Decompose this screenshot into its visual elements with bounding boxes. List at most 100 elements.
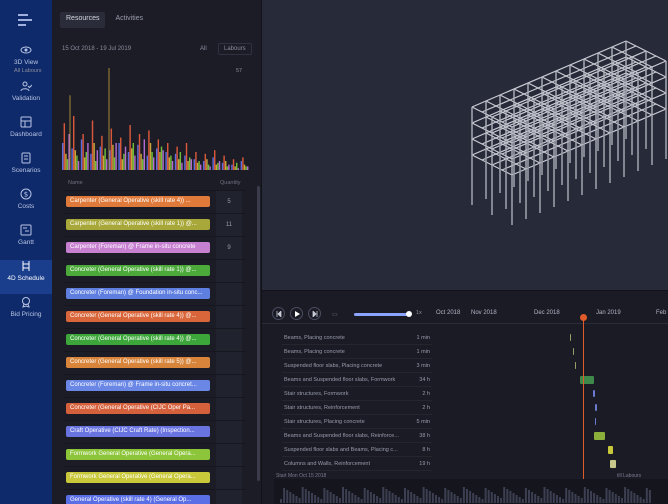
resource-name-pill[interactable]: Carpenter (General Operative (skill rate…: [66, 219, 210, 230]
resource-quantity[interactable]: [216, 375, 242, 397]
task-name: Beams, Placing concrete: [284, 335, 345, 341]
current-date-marker[interactable]: [580, 314, 587, 321]
resource-quantity[interactable]: [216, 329, 242, 351]
resource-quantity[interactable]: [216, 306, 242, 328]
gantt-task-row[interactable]: Suspended floor slabs and Beams, Placing…: [282, 443, 432, 457]
resource-list-scrollbar[interactable]: [257, 186, 260, 481]
histogram-bar: [93, 143, 95, 170]
resource-name-pill[interactable]: Carpenter (Foreman) @ Frame in-situ conc…: [66, 242, 210, 253]
resource-row[interactable]: Formwork General Operative (General Oper…: [64, 466, 246, 489]
resource-name-pill[interactable]: Formwork General Operative (General Oper…: [66, 449, 210, 460]
3d-viewport[interactable]: [262, 0, 668, 290]
resource-quantity[interactable]: [216, 490, 242, 504]
resource-row[interactable]: Concreter (General Operative (skill rate…: [64, 351, 246, 374]
resource-name-pill[interactable]: Concreter (Foreman) @ Frame in-situ conc…: [66, 380, 210, 391]
gantt-bar[interactable]: [580, 376, 594, 384]
resource-quantity[interactable]: [216, 398, 242, 420]
resource-quantity[interactable]: [216, 352, 242, 374]
tab-activities[interactable]: Activities: [115, 15, 144, 22]
gantt-task-row[interactable]: Stair structures, Placing concrete 5 min: [282, 415, 432, 429]
histogram-bar: [237, 168, 240, 170]
step-forward-button[interactable]: [308, 307, 321, 320]
resource-quantity[interactable]: [216, 467, 242, 489]
gantt-task-row[interactable]: Stair structures, Reinforcement 2 h: [282, 401, 432, 415]
step-back-button[interactable]: [272, 307, 285, 320]
resource-name-pill[interactable]: Concreter (General Operative (skill rate…: [66, 265, 210, 276]
nav-item-scenarios[interactable]: Scenarios: [0, 152, 52, 186]
filter-all-button[interactable]: All: [200, 46, 207, 52]
resource-quantity[interactable]: [216, 260, 242, 282]
overview-bar: [475, 495, 478, 503]
gantt-bar[interactable]: [610, 460, 616, 468]
histogram-bar: [242, 157, 244, 170]
resource-row[interactable]: Concreter (General Operative (CIJC Oper …: [64, 397, 246, 420]
resource-quantity[interactable]: [216, 283, 242, 305]
resource-quantity[interactable]: [216, 421, 242, 443]
gantt-bar[interactable]: [575, 362, 576, 369]
nav-item-bid-pricing[interactable]: Bid Pricing: [0, 296, 52, 330]
resource-row[interactable]: Carpenter (Foreman) @ Frame in-situ conc…: [64, 236, 246, 259]
resource-name-pill[interactable]: Formwork General Operative (General Oper…: [66, 472, 210, 483]
nav-item-dashboard[interactable]: Dashboard: [0, 116, 52, 150]
resource-name-pill[interactable]: Carpenter (General Operative (skill rate…: [66, 196, 210, 207]
resource-name-pill[interactable]: Concreter (General Operative (CIJC Oper …: [66, 403, 210, 414]
histogram-bar: [206, 159, 208, 170]
gantt-bar[interactable]: [573, 348, 574, 355]
gantt-task-row[interactable]: Beams and Suspended floor slabs, Reinfor…: [282, 429, 432, 443]
nav-item-validation[interactable]: Validation: [0, 80, 52, 114]
resource-name-pill[interactable]: Craft Operative (CIJC Craft Rate) (Inspe…: [66, 426, 210, 437]
resource-row[interactable]: Formwork General Operative (General Oper…: [64, 443, 246, 466]
gantt-task-row[interactable]: Beams, Placing concrete 1 min: [282, 345, 432, 359]
gantt-timeline: ▭ 1x Oct 2018 Nov 2018 Dec 2018 Jan 2019 Feb…: [262, 290, 668, 504]
resource-quantity[interactable]: 9: [216, 237, 242, 259]
resource-row[interactable]: Concreter (General Operative (skill rate…: [64, 259, 246, 282]
resource-name-pill[interactable]: Concreter (General Operative (skill rate…: [66, 357, 210, 368]
filter-labours-button[interactable]: Labours: [218, 43, 252, 55]
resource-row[interactable]: Concreter (Foreman) @ Frame in-situ conc…: [64, 374, 246, 397]
gantt-task-row[interactable]: Beams, Placing concrete 1 min: [282, 331, 432, 345]
play-button[interactable]: [290, 307, 303, 320]
resource-name-pill[interactable]: Concreter (Foreman) @ Foundation in-situ…: [66, 288, 210, 299]
loop-icon[interactable]: ▭: [332, 312, 338, 318]
date-range[interactable]: 15 Oct 2018 - 19 Jul 2019: [62, 46, 132, 52]
gantt-task-row[interactable]: Stair structures, Formwork 2 h: [282, 387, 432, 401]
resource-row[interactable]: Concreter (General Operative (skill rate…: [64, 305, 246, 328]
gantt-bar[interactable]: [608, 446, 613, 454]
nav-item-4d-schedule[interactable]: 4D Schedule: [0, 260, 52, 294]
overview-bar: [512, 493, 515, 503]
resource-quantity[interactable]: 11: [216, 214, 242, 236]
nav-item-costs[interactable]: $ Costs: [0, 188, 52, 222]
resource-name-pill[interactable]: Concreter (General Operative (skill rate…: [66, 334, 210, 345]
structure-edge: [481, 61, 637, 129]
gantt-bar[interactable]: [594, 432, 605, 440]
gantt-task-row[interactable]: Suspended floor slabs, Placing concrete 3…: [282, 359, 432, 373]
current-date-line[interactable]: [583, 317, 584, 504]
gantt-task-row[interactable]: Columns and Walls, Reinforcement 19 h: [282, 457, 432, 471]
resource-row[interactable]: Craft Operative (CIJC Craft Rate) (Inspe…: [64, 420, 246, 443]
task-name: Suspended floor slabs, Placing concrete: [284, 363, 383, 369]
speed-slider-thumb[interactable]: [406, 311, 412, 317]
resource-row[interactable]: Carpenter (General Operative (skill rate…: [64, 213, 246, 236]
nav-item-gantt[interactable]: Gantt: [0, 224, 52, 258]
task-name: Suspended floor slabs and Beams, Placing…: [284, 447, 398, 453]
histogram-bar: [130, 148, 133, 170]
histogram-bar: [217, 162, 219, 170]
resource-row[interactable]: General Operative (skill rate 4) (Genera…: [64, 489, 246, 504]
resource-name-pill[interactable]: General Operative (skill rate 4) (Genera…: [66, 495, 210, 504]
playback-speed-slider[interactable]: [354, 311, 412, 317]
nav-item-3d-view[interactable]: 3D View: [0, 44, 52, 78]
resource-quantity[interactable]: [216, 444, 242, 466]
resource-quantity[interactable]: 5: [216, 191, 242, 213]
gantt-bar[interactable]: [595, 418, 596, 425]
gantt-task-row[interactable]: Beams and Suspended floor slabs, Formwor…: [282, 373, 432, 387]
timeline-overview[interactable]: [274, 479, 668, 504]
resource-row[interactable]: Concreter (Foreman) @ Foundation in-situ…: [64, 282, 246, 305]
resource-name-pill[interactable]: Concreter (General Operative (skill rate…: [66, 311, 210, 322]
tab-resources[interactable]: Resources: [60, 12, 106, 28]
resource-row[interactable]: Concreter (General Operative (skill rate…: [64, 328, 246, 351]
gantt-bar[interactable]: [593, 390, 595, 397]
overview-bar: [323, 488, 326, 503]
gantt-bar[interactable]: [595, 404, 597, 411]
resource-row[interactable]: Carpenter (General Operative (skill rate…: [64, 190, 246, 213]
gantt-bar[interactable]: [570, 334, 571, 341]
